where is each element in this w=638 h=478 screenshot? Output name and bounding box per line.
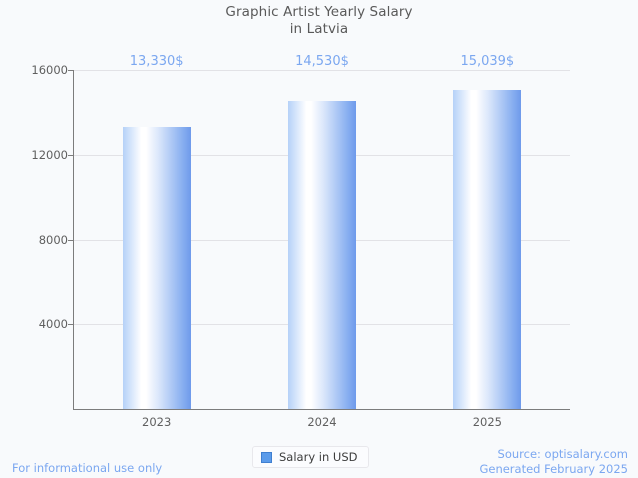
x-tick-label-2025: 2025: [472, 415, 502, 429]
y-axis-line: [73, 70, 74, 410]
y-tick-label-16000: 16000: [31, 63, 68, 77]
y-tick-mark-8000: [68, 239, 74, 241]
footer-attribution: Source: optisalary.com Generated Februar…: [479, 447, 628, 477]
y-tick-label-8000: 8000: [38, 232, 68, 247]
footer-disclaimer: For informational use only: [12, 461, 163, 475]
footer-generated: Generated February 2025: [479, 462, 628, 476]
x-tick-label-2023: 2023: [142, 415, 172, 429]
legend-item-label: Salary in USD: [279, 450, 358, 464]
chart-legend[interactable]: Salary in USD: [252, 446, 369, 468]
chart-title-line-1: Graphic Artist Yearly Salary: [225, 4, 413, 20]
bar-value-label-2023: 13,330$: [129, 54, 184, 69]
y-axis-tick-labels: 16000 12000 8000 4000: [0, 0, 68, 478]
page-title: Graphic Artist Yearly Salary in Latvia: [0, 4, 638, 38]
bar-2023[interactable]: [122, 126, 191, 409]
y-tick-mark-4000: [68, 324, 74, 326]
x-axis-line: [73, 409, 570, 410]
bar-2025[interactable]: [453, 90, 522, 409]
y-tick-mark-16000: [68, 70, 74, 71]
x-tick-label-2024: 2024: [307, 415, 337, 429]
y-tick-mark-12000: [68, 154, 74, 156]
bar-value-label-2024: 14,530$: [295, 54, 349, 69]
y-tick-label-12000: 12000: [31, 147, 68, 162]
plot-area: [74, 70, 570, 409]
bar-2024[interactable]: [288, 101, 356, 409]
bar-value-label-2025: 15,039$: [460, 54, 515, 69]
footer-source: Source: optisalary.com: [497, 447, 628, 461]
legend-swatch-icon: [261, 451, 272, 463]
y-tick-label-4000: 4000: [38, 317, 68, 332]
chart-title-line-2: in Latvia: [289, 21, 349, 37]
gridline-16000: [74, 70, 570, 71]
